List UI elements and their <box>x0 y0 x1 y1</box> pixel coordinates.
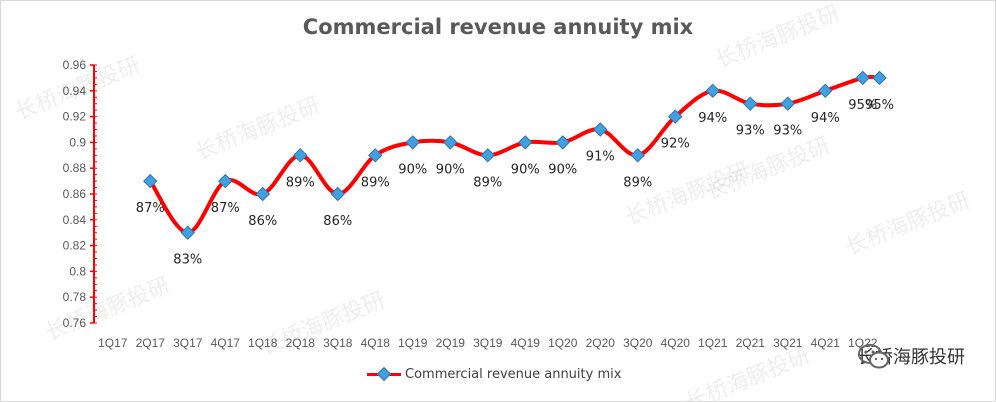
x-tick-label: 1Q17 <box>98 336 128 350</box>
x-tick-label: 4Q17 <box>211 336 241 350</box>
data-point-marker <box>872 70 887 86</box>
x-tick-label: 4Q19 <box>511 336 541 350</box>
data-point-marker <box>555 135 570 150</box>
legend-label: Commercial revenue annuity mix <box>405 366 622 382</box>
data-label: 87% <box>211 201 240 216</box>
data-label: 83% <box>173 253 202 268</box>
y-tick-label: 0.8 <box>69 264 86 278</box>
data-label: 87% <box>136 201 165 216</box>
y-tick-label: 0.9 <box>69 135 86 149</box>
y-tick-label: 0.88 <box>63 161 87 175</box>
x-tick-label: 2Q18 <box>286 336 316 350</box>
data-label: 93% <box>773 124 802 139</box>
data-point-marker <box>818 83 833 99</box>
data-point-marker <box>218 173 233 189</box>
legend-swatch <box>367 366 401 382</box>
data-point-marker <box>255 186 270 202</box>
data-point-marker <box>593 122 608 137</box>
data-point-marker <box>180 225 195 240</box>
x-tick-label: 2Q21 <box>736 336 766 350</box>
data-point-marker <box>480 148 495 163</box>
data-label: 95% <box>865 98 894 113</box>
x-tick-label: 3Q17 <box>173 336 203 350</box>
y-tick-label: 0.86 <box>63 187 87 201</box>
data-label: 89% <box>623 175 652 190</box>
data-label: 89% <box>473 175 502 190</box>
data-label: 86% <box>248 214 277 229</box>
wechat-icon <box>858 344 889 369</box>
chart-title: Commercial revenue annuity mix <box>302 15 694 39</box>
data-point-marker <box>330 186 345 202</box>
x-tick-label: 1Q18 <box>248 336 278 350</box>
x-tick-label: 1Q20 <box>548 336 578 350</box>
x-tick-label: 2Q20 <box>586 336 616 350</box>
legend: Commercial revenue annuity mix <box>367 364 621 384</box>
x-tick-label: 2Q17 <box>136 336 166 350</box>
data-point-marker <box>518 135 533 150</box>
y-tick-label: 0.76 <box>63 316 87 330</box>
y-tick-label: 0.78 <box>63 290 87 304</box>
x-tick-label: 3Q19 <box>473 336 503 350</box>
data-label: 89% <box>286 175 315 190</box>
x-tick-label: 3Q18 <box>323 336 353 350</box>
x-tick-label: 2Q19 <box>436 336 466 350</box>
x-tick-label: 4Q18 <box>361 336 391 350</box>
y-tick-label: 0.92 <box>63 110 87 124</box>
x-tick-label: 1Q22 <box>848 336 878 350</box>
data-label: 90% <box>436 162 465 177</box>
data-point-marker <box>143 173 158 189</box>
data-point-marker <box>368 148 383 163</box>
data-point-marker <box>855 70 870 86</box>
data-point-marker <box>443 135 458 150</box>
data-label: 95% <box>848 98 877 113</box>
series-line <box>148 74 880 235</box>
data-point-marker <box>405 135 420 150</box>
x-tick-label: 1Q19 <box>398 336 428 350</box>
data-point-marker <box>630 148 645 163</box>
y-tick-label: 0.84 <box>63 213 87 227</box>
x-tick-label: 4Q20 <box>661 336 691 350</box>
x-tick-label: 1Q21 <box>698 336 728 350</box>
data-label: 86% <box>323 214 352 229</box>
data-point-marker <box>743 96 758 111</box>
data-point-marker <box>668 109 683 124</box>
data-label: 90% <box>548 162 577 177</box>
data-label: 91% <box>586 150 615 165</box>
data-label: 92% <box>661 137 690 152</box>
y-tick-label: 0.94 <box>63 84 87 98</box>
data-label: 93% <box>736 124 765 139</box>
data-point-marker <box>705 83 720 99</box>
data-label: 90% <box>511 162 540 177</box>
data-label: 89% <box>361 175 390 190</box>
y-tick-label: 0.96 <box>63 58 87 72</box>
data-point-marker <box>780 96 795 111</box>
y-tick-label: 0.82 <box>63 239 87 253</box>
data-point-marker <box>293 148 308 163</box>
x-tick-label: 3Q21 <box>773 336 803 350</box>
data-label: 90% <box>398 162 427 177</box>
brand: 长桥海豚投研 <box>857 343 965 369</box>
x-tick-label: 4Q21 <box>811 336 841 350</box>
data-label: 94% <box>811 111 840 126</box>
x-tick-label: 3Q20 <box>623 336 653 350</box>
data-label: 94% <box>698 111 727 126</box>
